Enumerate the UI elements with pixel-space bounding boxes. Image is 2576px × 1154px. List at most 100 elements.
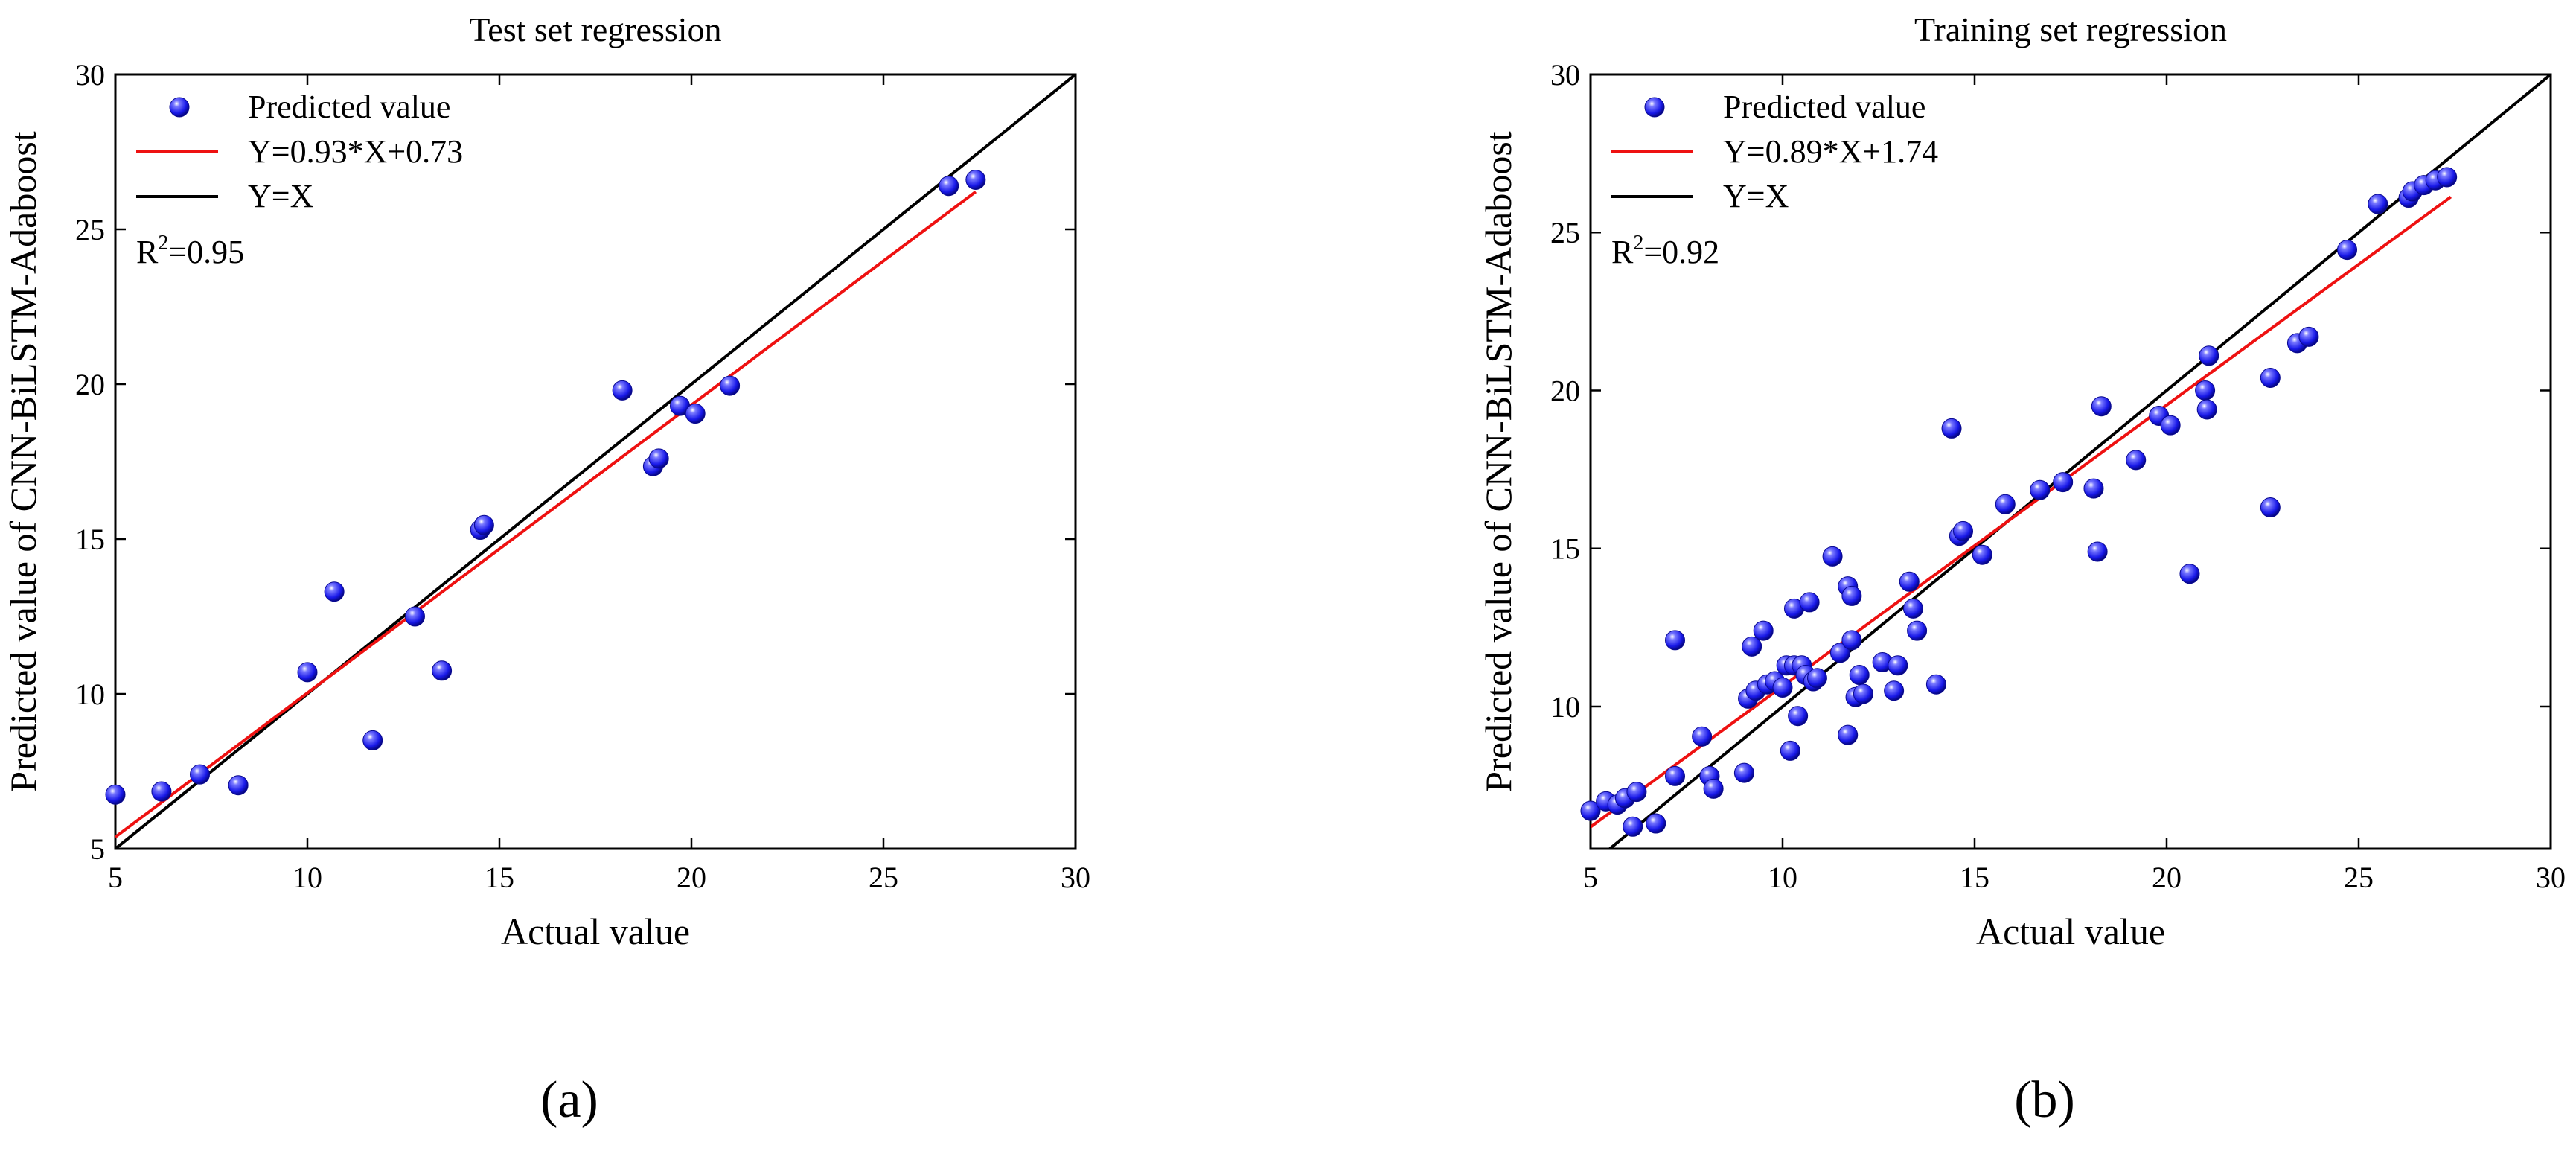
data-point: [1665, 630, 1686, 651]
legend-label-points: Predicted value: [248, 89, 450, 125]
data-point: [1829, 643, 1850, 663]
data-point: [297, 662, 318, 683]
data-point: [1888, 655, 1908, 676]
legend-point-marker: [169, 97, 190, 118]
data-point: [1772, 678, 1793, 698]
x-tick-label: 10: [293, 861, 322, 894]
legend-label-points: Predicted value: [1723, 89, 1925, 125]
panel-label: (a): [540, 1071, 598, 1129]
data-point: [1853, 683, 1873, 704]
data-point: [1841, 585, 1862, 606]
data-point: [1953, 520, 1974, 541]
y-tick-label: 25: [1550, 216, 1580, 249]
data-point: [1899, 571, 1920, 592]
x-tick-label: 5: [108, 861, 123, 894]
x-tick-label: 20: [2152, 861, 2182, 894]
y-axis-title: Predicted value of CNN-BiLSTM-Adaboost: [1477, 131, 1519, 791]
y-tick-label: 5: [90, 832, 105, 866]
x-tick-label: 25: [2344, 861, 2374, 894]
legend-point-marker: [1644, 97, 1665, 118]
legend-label-fit: Y=0.89*X+1.74: [1723, 133, 1938, 170]
y-tick-label: 30: [75, 58, 105, 92]
chart-title: Training set regression: [1914, 10, 2227, 48]
data-point: [2179, 564, 2200, 584]
x-axis-title: Actual value: [1976, 911, 2165, 952]
y-tick-label: 25: [75, 213, 105, 246]
data-point: [1788, 706, 1809, 727]
data-point: [1822, 546, 1843, 567]
data-point: [2260, 368, 2281, 389]
data-point: [1941, 418, 1962, 439]
data-point: [151, 781, 172, 802]
data-point: [1884, 680, 1905, 701]
chart-title: Test set regression: [469, 10, 721, 48]
y-tick-label: 10: [1550, 690, 1580, 724]
data-point: [1841, 630, 1862, 651]
data-point: [1692, 726, 1713, 747]
data-point: [1972, 544, 1992, 565]
data-point: [2298, 326, 2319, 347]
data-point: [1665, 765, 1686, 786]
fit-line: [1591, 195, 2452, 829]
r-squared-annotation: R2=0.92: [1611, 232, 1719, 270]
data-point: [1902, 598, 1923, 619]
r-squared-annotation: R2=0.95: [136, 232, 244, 270]
data-point: [404, 606, 425, 627]
data-point: [2160, 415, 2181, 436]
x-tick-label: 25: [869, 861, 898, 894]
y-axis-title: Predicted value of CNN-BiLSTM-Adaboost: [2, 131, 44, 791]
data-point: [190, 764, 211, 785]
legend-label-identity: Y=X: [1723, 178, 1789, 214]
chart-panel-b: Training set regression 5 10 15 20 25 30 10 15 20…: [1477, 10, 2566, 1129]
plot-frame: [114, 73, 1077, 850]
y-tick-label: 10: [75, 678, 105, 711]
data-point: [473, 514, 494, 535]
data-point: [1806, 668, 1827, 689]
panel-label: (b): [2014, 1071, 2075, 1129]
data-point: [648, 448, 669, 469]
data-point: [105, 784, 126, 805]
x-axis-title: Actual value: [501, 911, 690, 952]
data-point: [324, 581, 345, 602]
data-point: [2030, 479, 2051, 500]
data-point: [612, 380, 633, 401]
chart-panel-a: Test set regression 5 10 15 20 25 30 5 10 15 20 25 3…: [2, 10, 1090, 1129]
data-point: [2091, 396, 2112, 417]
data-point: [1925, 674, 1946, 695]
fit-line: [115, 190, 977, 838]
x-tick-label: 15: [485, 861, 514, 894]
data-point: [2126, 450, 2147, 471]
identity-line: [115, 74, 1076, 849]
legend-label-fit: Y=0.93*X+0.73: [248, 133, 463, 170]
data-point: [1646, 813, 1666, 834]
data-point: [362, 730, 383, 750]
y-tick-label: 15: [1550, 532, 1580, 566]
x-tick-label: 10: [1768, 861, 1797, 894]
data-point: [2260, 497, 2281, 518]
x-tick-label: 30: [2536, 861, 2566, 894]
data-point: [2195, 380, 2216, 401]
data-point: [2083, 478, 2104, 499]
data-point: [228, 775, 249, 796]
data-point: [2196, 399, 2217, 420]
data-point: [2437, 167, 2458, 188]
data-point: [1995, 494, 2016, 514]
y-tick-label: 20: [1550, 374, 1580, 407]
data-point: [2337, 240, 2358, 261]
y-tick-label: 30: [1550, 58, 1580, 92]
data-point: [1753, 620, 1774, 641]
data-point: [2199, 345, 2219, 366]
plot-frame: [1589, 73, 2552, 850]
data-point: [1780, 740, 1800, 761]
data-point: [720, 375, 741, 396]
data-point: [939, 176, 959, 197]
data-point: [1742, 636, 1762, 657]
data-point: [1626, 782, 1647, 803]
data-point: [1799, 592, 1820, 613]
data-point: [1703, 778, 1724, 799]
data-point: [432, 660, 453, 681]
data-point: [2087, 541, 2108, 562]
y-tick-label: 20: [75, 368, 105, 401]
y-tick-label: 15: [75, 523, 105, 556]
data-point: [1838, 724, 1859, 745]
